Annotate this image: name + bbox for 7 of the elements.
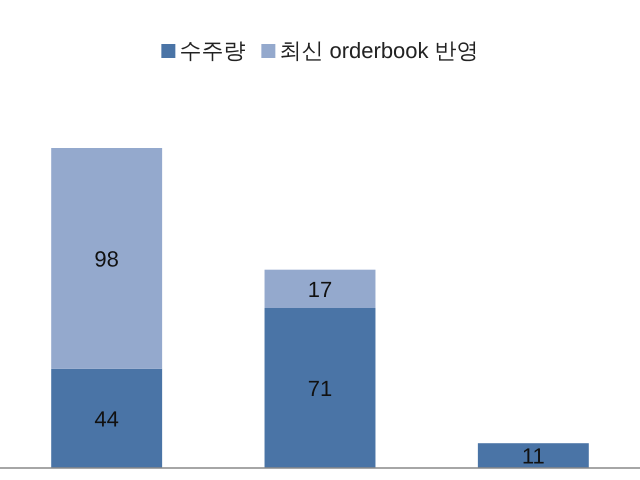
data-label: 98 bbox=[94, 246, 119, 272]
data-label: 17 bbox=[308, 276, 332, 302]
legend-label: 최신 orderbook 반영 bbox=[279, 38, 479, 63]
legend-label: 수주량 bbox=[179, 38, 246, 63]
data-label: 11 bbox=[522, 444, 545, 469]
data-label: 71 bbox=[308, 376, 332, 401]
data-label: 44 bbox=[94, 406, 119, 432]
